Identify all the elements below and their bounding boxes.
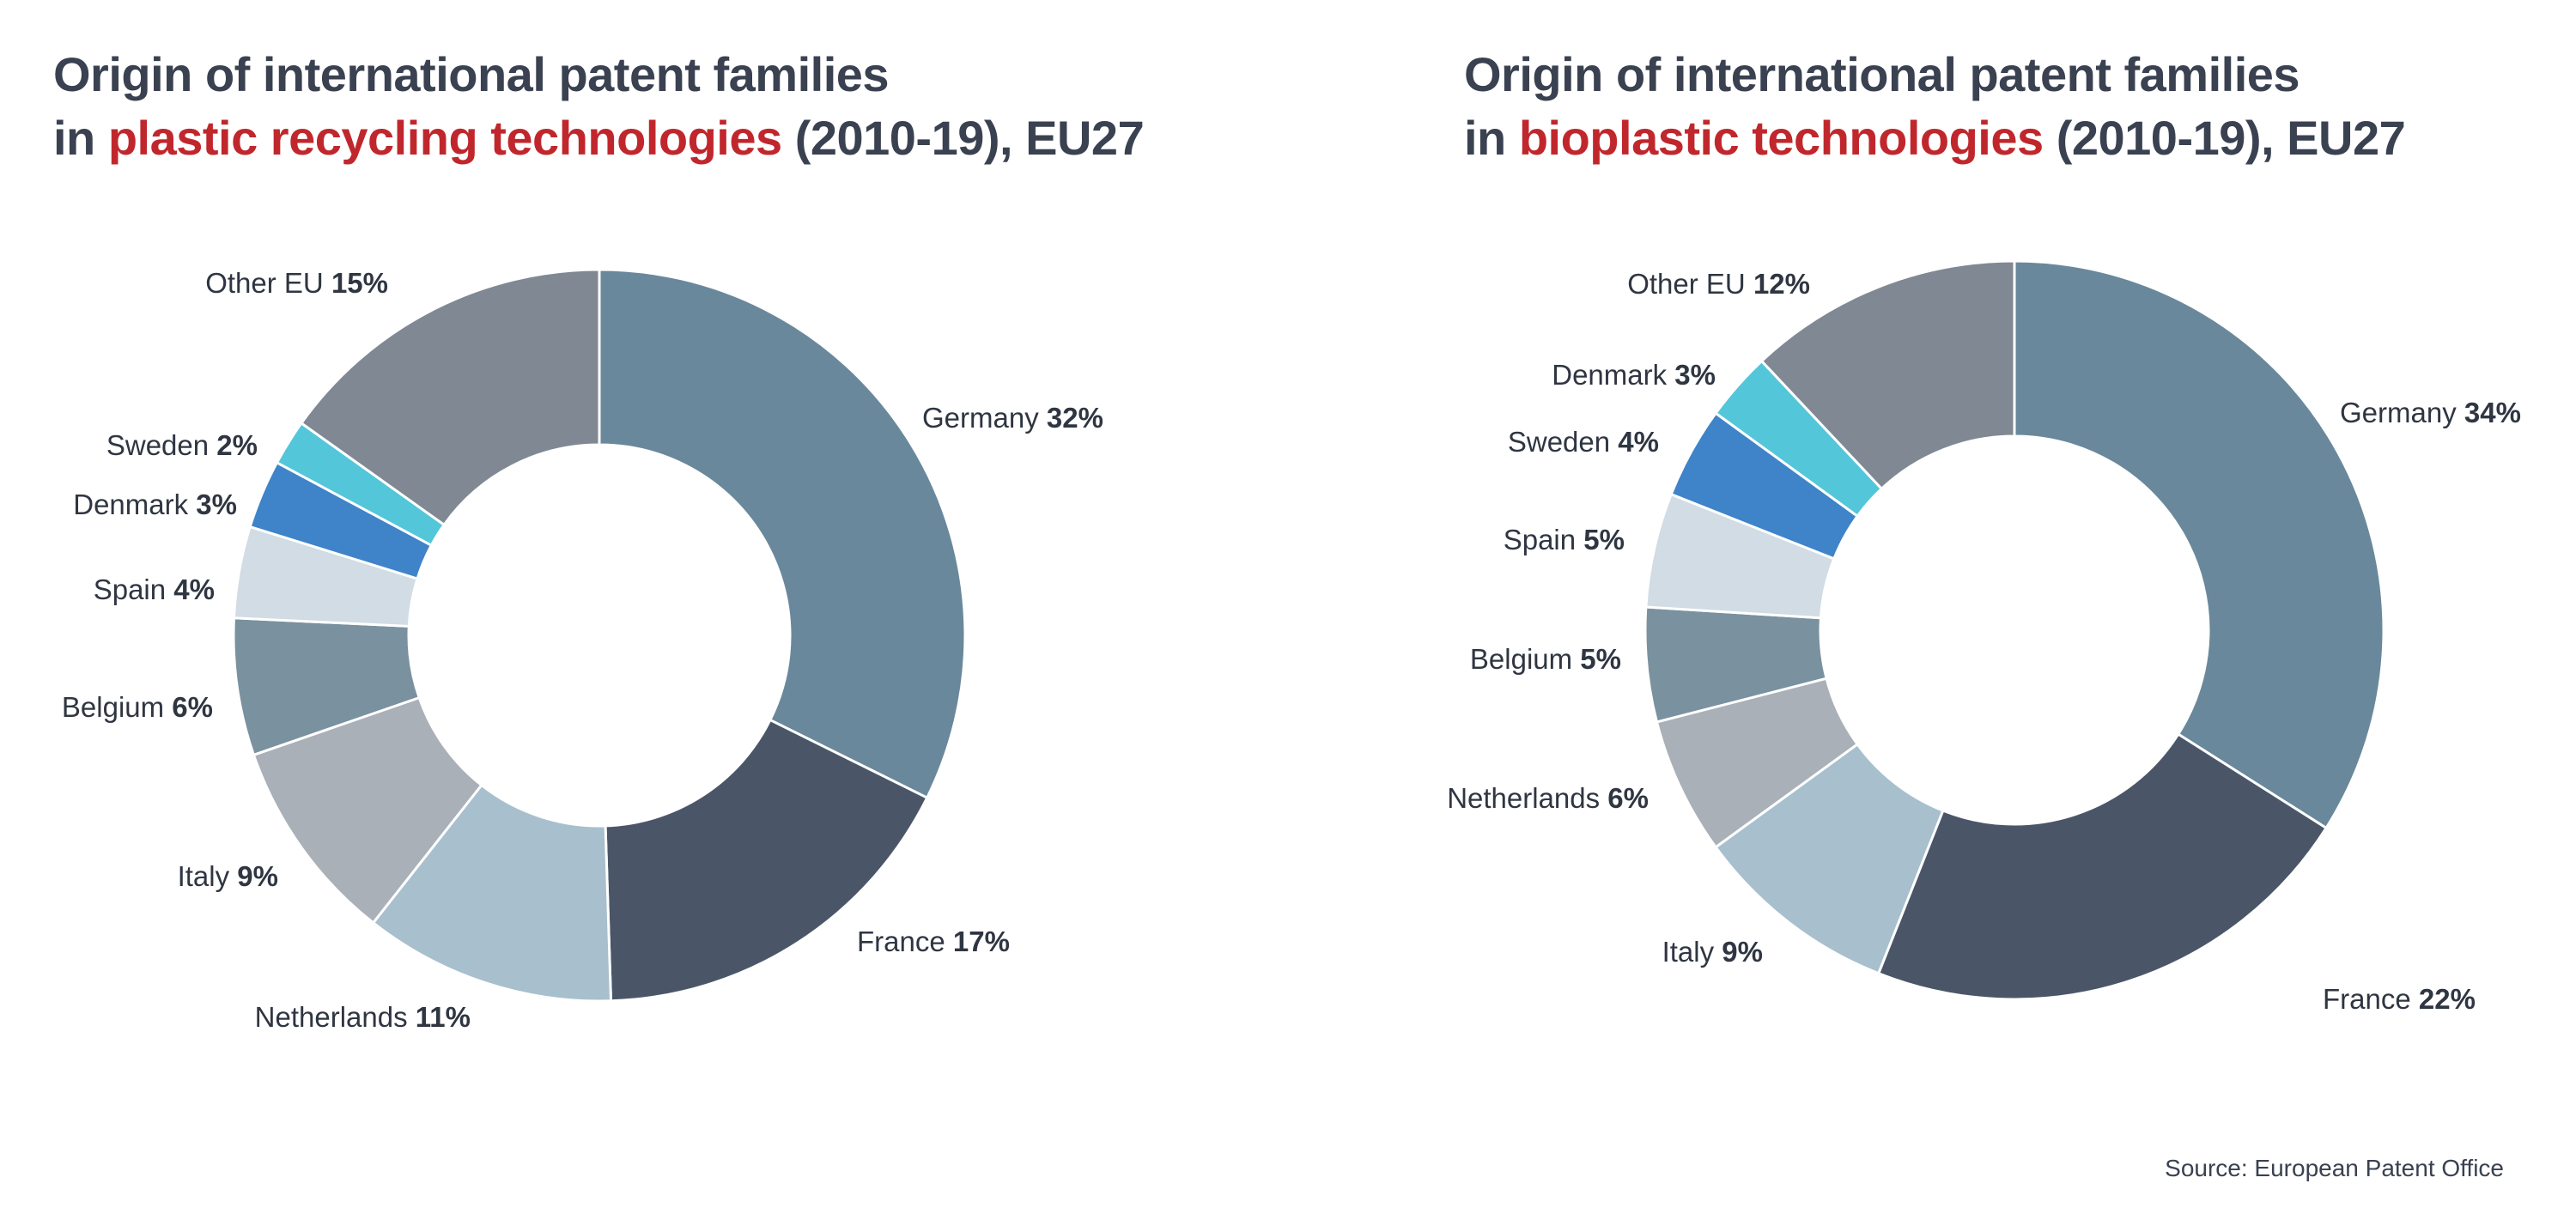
slice-label-netherlands: Netherlands 11% [255, 1001, 471, 1033]
slice-label-value: 3% [1674, 359, 1716, 391]
slice-label-spain: Spain 5% [1504, 524, 1625, 555]
slice-label-value: 4% [1618, 426, 1659, 458]
slice-label-sweden: Sweden 4% [1508, 426, 1659, 458]
slice-label-name: Italy [178, 860, 238, 892]
slice-label-value: 4% [173, 574, 215, 605]
source-note: Source: European Patent Office [2165, 1155, 2504, 1181]
title-line-1: Origin of international patent families [1464, 47, 2300, 101]
slice-other-eu [1760, 259, 2016, 490]
slice-label-value: 9% [237, 860, 278, 892]
title-suffix: (2010-19), EU27 [781, 111, 1145, 165]
slice-label-value: 12% [1753, 268, 1810, 300]
slice-label-other-eu: Other EU 15% [205, 267, 388, 299]
slice-germany [598, 268, 967, 799]
slice-label-name: Denmark [73, 489, 196, 520]
slice-label-spain: Spain 4% [94, 574, 215, 605]
slice-label-value: 5% [1583, 524, 1625, 555]
slice-france [604, 719, 929, 1003]
slice-label-value: 32% [1047, 402, 1103, 434]
slice-france [1877, 732, 2328, 1001]
slice-label-value: 6% [1607, 782, 1649, 814]
slice-label-france: France 17% [857, 926, 1010, 957]
slice-label-value: 34% [2464, 397, 2521, 428]
slice-label-name: France [857, 926, 953, 957]
slice-label-other-eu: Other EU 12% [1627, 268, 1810, 300]
slice-netherlands [372, 784, 613, 1003]
slice-germany [2013, 259, 2385, 829]
slice-label-name: Belgium [62, 691, 172, 723]
slice-label-name: Netherlands [1447, 782, 1607, 814]
slice-label-name: Germany [922, 402, 1047, 434]
slice-label-germany: Germany 34% [2340, 397, 2521, 428]
slice-label-value: 15% [331, 267, 388, 299]
slice-label-value: 17% [953, 926, 1010, 957]
slice-label-denmark: Denmark 3% [73, 489, 237, 520]
slice-label-name: Netherlands [255, 1001, 416, 1033]
slice-label-denmark: Denmark 3% [1552, 359, 1716, 391]
slice-label-name: Sweden [1508, 426, 1618, 458]
slice-label-value: 3% [196, 489, 237, 520]
slice-label-name: Spain [1504, 524, 1584, 555]
donut-chart-plastic-recycling: Germany 32% France 17% Netherlands 11% Ital… [62, 267, 1103, 1033]
slice-label-name: Sweden [106, 429, 216, 461]
slice-label-belgium: Belgium 6% [62, 691, 213, 723]
title-suffix: (2010-19), EU27 [2043, 111, 2406, 165]
slice-label-italy: Italy 9% [1662, 936, 1763, 968]
slice-label-name: Other EU [1627, 268, 1753, 300]
slice-label-value: 22% [2419, 983, 2476, 1015]
slice-label-name: Belgium [1470, 643, 1580, 675]
donut-chart-bioplastic: Germany 34% France 22% Italy 9% Netherlands… [1447, 259, 2521, 1015]
title-highlight: plastic recycling technologies [107, 111, 782, 165]
title-prefix: in [1464, 111, 1519, 165]
title-line-1: Origin of international patent families [53, 47, 890, 101]
slice-label-netherlands: Netherlands 6% [1447, 782, 1649, 814]
chart-title-plastic-recycling: Origin of international patent families … [53, 43, 1145, 170]
slice-label-sweden: Sweden 2% [106, 429, 258, 461]
chart-title-bioplastic: Origin of international patent families … [1464, 43, 2406, 170]
slice-label-name: Germany [2340, 397, 2464, 428]
slice-label-value: 9% [1722, 936, 1763, 968]
slice-label-name: Italy [1662, 936, 1722, 968]
title-highlight: bioplastic technologies [1518, 111, 2044, 165]
slice-label-value: 2% [216, 429, 258, 461]
slice-label-value: 5% [1580, 643, 1621, 675]
slice-label-value: 11% [416, 1001, 471, 1033]
slice-label-value: 6% [172, 691, 213, 723]
slice-label-belgium: Belgium 5% [1470, 643, 1621, 675]
slice-label-france: France 22% [2323, 983, 2476, 1015]
slice-label-name: Other EU [205, 267, 331, 299]
slice-label-name: Spain [94, 574, 174, 605]
slice-label-germany: Germany 32% [922, 402, 1103, 434]
title-prefix: in [53, 111, 108, 165]
slice-label-name: Denmark [1552, 359, 1674, 391]
slice-other-eu [300, 268, 601, 526]
slice-label-name: France [2323, 983, 2419, 1015]
slice-label-italy: Italy 9% [178, 860, 278, 892]
